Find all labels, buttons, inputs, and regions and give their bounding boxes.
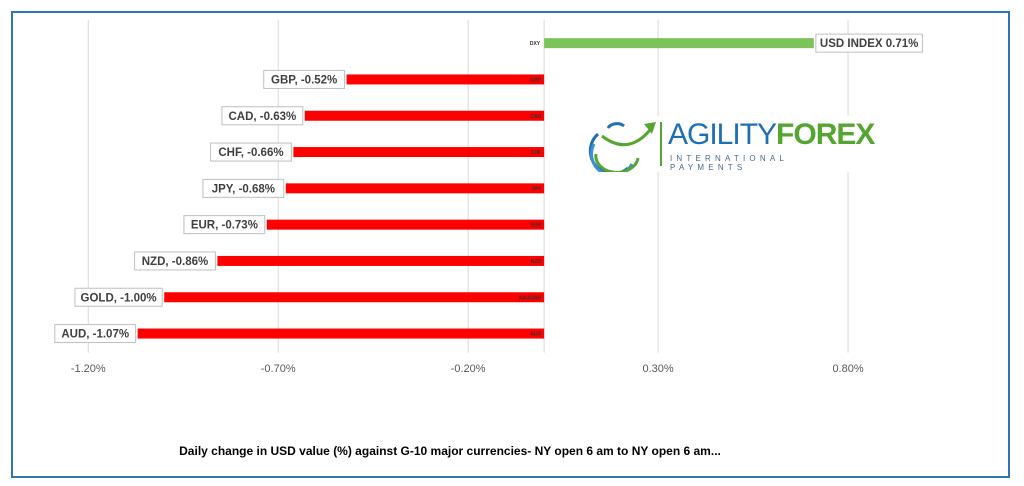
- agility-forex-logo: AGILITYFOREX INTERNATIONAL PAYMENTS: [588, 116, 875, 177]
- category-label: DXY: [530, 41, 541, 47]
- data-label-box: [54, 324, 137, 344]
- category-label: AUD: [530, 332, 541, 338]
- category-label: CHF: [531, 150, 541, 156]
- data-label: CHF, -0.66%: [218, 147, 283, 159]
- bar-dxy: [544, 38, 814, 49]
- data-label-box: [134, 251, 216, 271]
- category-label: JPY: [532, 186, 542, 192]
- data-label-box: [183, 215, 266, 235]
- data-label-box: [815, 33, 923, 53]
- data-label-box: [210, 142, 292, 162]
- x-tick-label: 0.30%: [642, 363, 673, 375]
- bar-cad: [304, 110, 545, 121]
- data-label: JPY, -0.68%: [212, 183, 275, 195]
- logo-name-forex: FOREX: [776, 118, 875, 151]
- data-label: USD INDEX 0.71%: [820, 38, 918, 50]
- data-label-box: [221, 106, 304, 126]
- data-label: AUD, -1.07%: [61, 329, 129, 341]
- x-tick-label: 0.80%: [832, 363, 863, 375]
- data-label: NZD, -0.86%: [142, 256, 208, 268]
- bar-gbp: [346, 74, 545, 85]
- logo-name-agility: AGILITY: [668, 118, 777, 151]
- data-label: EUR, -0.73%: [191, 220, 258, 232]
- category-label: NZD: [531, 259, 542, 265]
- x-tick-label: -0.70%: [261, 363, 296, 375]
- data-label-box: [202, 178, 285, 198]
- globe-arrow-icon: [588, 122, 662, 177]
- data-label-box: [263, 69, 346, 89]
- category-label: GBP: [530, 77, 542, 83]
- data-label: CAD, -0.63%: [228, 111, 296, 123]
- chart-frame: [11, 11, 1010, 478]
- bar-xauusd: [164, 292, 545, 303]
- bar-eur: [266, 219, 545, 230]
- data-label: GBP, -0.52%: [271, 74, 337, 86]
- logo-tagline: INTERNATIONAL PAYMENTS: [670, 154, 788, 172]
- bar-chf: [293, 147, 545, 158]
- chart-caption: Daily change in USD value (%) against G-…: [179, 444, 721, 458]
- data-label: GOLD, -1.00%: [81, 292, 157, 304]
- logo-wordmark: AGILITYFOREX: [668, 118, 875, 152]
- category-label: CAD: [530, 114, 541, 120]
- data-label-box: [74, 287, 163, 307]
- category-label: XAU/USD: [519, 295, 542, 301]
- x-tick-label: -0.20%: [451, 363, 486, 375]
- category-label: EUR: [531, 223, 542, 229]
- bar-nzd: [217, 255, 545, 266]
- bar-jpy: [285, 183, 545, 194]
- bar-aud: [137, 328, 545, 339]
- x-tick-label: -1.20%: [71, 363, 106, 375]
